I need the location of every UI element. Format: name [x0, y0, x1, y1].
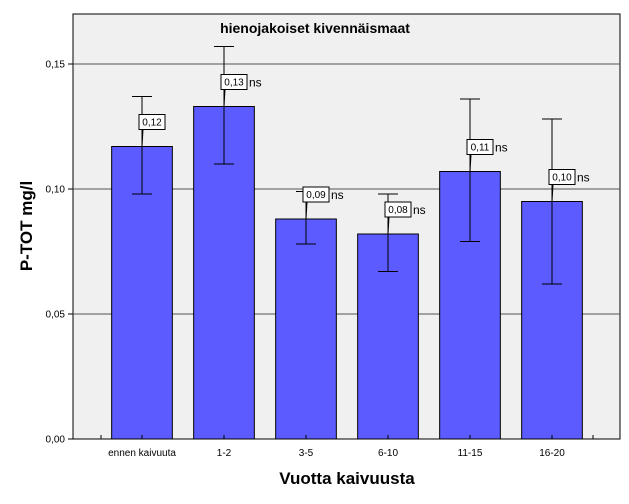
- x-tick-label: 6-10: [378, 448, 398, 459]
- data-label: 0,08: [388, 205, 408, 216]
- data-label: 0,09: [306, 190, 326, 201]
- data-label-box: [384, 201, 412, 218]
- label-leader: [551, 184, 554, 202]
- label-leader: [469, 154, 472, 172]
- data-labels: 0,12 0,13 ns 0,09 ns 0,08 ns 0,11 ns 0,10 ns: [138, 74, 590, 235]
- data-label: 0,13: [224, 78, 244, 89]
- y-axis-ticks: 0,00 0,05 0,10 0,15: [46, 60, 73, 446]
- data-label-box: [548, 169, 576, 185]
- x-tick-label: 1-2: [217, 448, 232, 459]
- x-tick-label: ennen kaivuuta: [108, 448, 176, 459]
- y-axis-title: P-TOT mg/l: [17, 181, 36, 271]
- data-label-box: [220, 74, 248, 90]
- data-label-box: [302, 186, 330, 203]
- x-axis-title: Vuotta kaivuusta: [279, 469, 415, 488]
- y-tick-label: 0,05: [46, 310, 66, 321]
- bars: [111, 106, 583, 440]
- data-label-box: [466, 139, 494, 155]
- y-tick-label: 0,15: [46, 60, 66, 71]
- data-label-box: [138, 114, 166, 130]
- x-tick-label: 3-5: [299, 448, 314, 459]
- label-leader: [141, 129, 144, 147]
- data-label: 0,11: [471, 143, 490, 154]
- y-tick-label: 0,00: [46, 435, 66, 446]
- y-tick-label: 0,10: [46, 185, 66, 196]
- significance-note: ns: [249, 76, 262, 90]
- significance-note: ns: [577, 171, 590, 185]
- significance-note: ns: [413, 203, 426, 217]
- significance-note: ns: [495, 141, 508, 155]
- significance-note: ns: [331, 188, 344, 202]
- x-tick-label: 11-15: [458, 448, 483, 459]
- bar: [275, 218, 337, 440]
- x-axis-ticks: ennen kaivuuta 1-2 3-5 6-10 11-15 16-20: [100, 435, 594, 459]
- label-leader: [387, 216, 390, 235]
- x-tick-label: 16-20: [539, 448, 565, 459]
- label-leader: [305, 201, 308, 220]
- data-label: 0,10: [552, 173, 572, 184]
- data-label: 0,12: [142, 118, 162, 129]
- label-leader: [223, 89, 226, 107]
- chart-title: hienojakoiset kivennäismaat: [220, 20, 410, 36]
